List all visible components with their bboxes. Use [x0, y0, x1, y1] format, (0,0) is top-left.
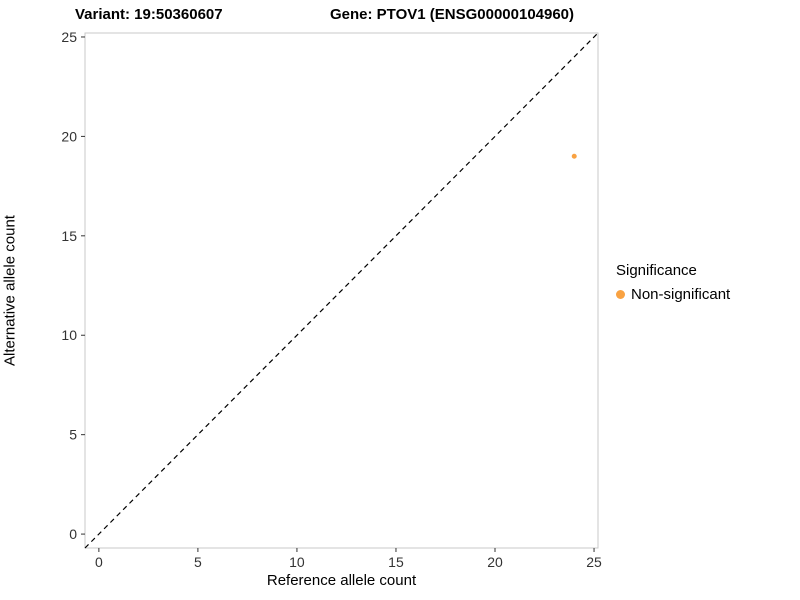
x-tick-label: 0: [95, 554, 103, 570]
legend-title: Significance: [616, 262, 697, 279]
x-axis-label: Reference allele count: [266, 572, 417, 589]
legend: Significance Non-significant: [616, 262, 730, 303]
legend-entry-non-significant: Non-significant: [616, 286, 730, 303]
y-tick-label: 0: [69, 526, 77, 542]
plot-panel-border: [84, 32, 599, 549]
y-tick-label: 25: [61, 29, 77, 45]
identity-line: [84, 32, 599, 549]
legend-entry-label: Non-significant: [631, 286, 731, 303]
x-tick-label: 20: [487, 554, 503, 570]
plot-title-gene: Gene: PTOV1 (ENSG00000104960): [330, 6, 575, 23]
y-tick-label: 15: [61, 228, 77, 244]
x-tick-label: 25: [586, 554, 602, 570]
y-tick-label: 5: [69, 427, 77, 443]
legend-swatch-icon: [616, 290, 625, 299]
y-axis-label: Alternative allele count: [1, 215, 19, 366]
y-tick-label: 20: [61, 128, 77, 144]
x-tick-label: 15: [388, 554, 404, 570]
data-point: [571, 153, 577, 159]
x-tick-label: 10: [289, 554, 305, 570]
x-tick-label: 5: [194, 554, 202, 570]
plot-title-variant: Variant: 19:50360607: [75, 6, 223, 23]
y-tick-label: 10: [61, 327, 77, 343]
